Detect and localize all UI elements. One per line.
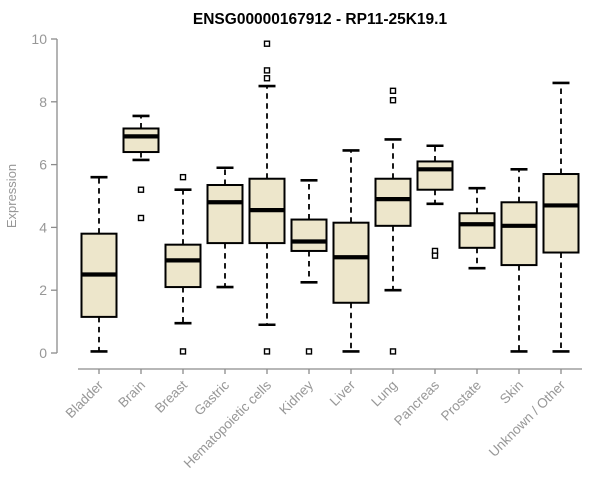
x-tick-label: Brain (115, 378, 148, 411)
iqr-box (500, 201, 538, 267)
iqr-box (374, 177, 412, 227)
outlier-point (431, 252, 439, 259)
x-tick-label: Unknown / Other (486, 377, 569, 460)
x-tick-label: Breast (152, 377, 190, 415)
iqr-box (542, 173, 580, 254)
box-group-bladder (80, 175, 118, 353)
outlier-point (389, 87, 397, 95)
x-tick-label: Kidney (276, 377, 316, 417)
x-tick-label: Liver (327, 377, 359, 409)
outlier-point (179, 348, 187, 355)
outlier-point (179, 173, 187, 181)
outlier-point (389, 348, 397, 355)
x-tick-label: Lung (368, 378, 400, 410)
box-group-brain (122, 114, 160, 222)
box-group-skin (500, 168, 538, 353)
y-axis-title: Expression (4, 164, 19, 228)
iqr-box (290, 218, 328, 252)
x-tick-label: Gastric (191, 377, 232, 418)
box-group-pancreas (416, 144, 454, 259)
outlier-point (305, 348, 313, 355)
iqr-box (332, 221, 370, 304)
y-tick-label: 4 (39, 219, 47, 235)
box-group-gastric (206, 166, 244, 289)
box-group-kidney (290, 179, 328, 355)
box-group-hematopoietic-cells (248, 40, 286, 355)
outlier-point (389, 97, 397, 104)
x-tick-label: Prostate (438, 378, 484, 424)
box-group-unknown-other (542, 81, 580, 353)
y-tick-label: 0 (39, 345, 47, 361)
x-tick-label: Bladder (63, 377, 107, 421)
box-group-lung (374, 87, 412, 355)
iqr-box (206, 184, 244, 245)
y-tick-label: 10 (31, 31, 47, 47)
y-tick-label: 2 (39, 282, 47, 298)
y-tick-label: 6 (39, 157, 47, 173)
outlier-point (137, 186, 145, 193)
outlier-point (263, 67, 271, 74)
iqr-box (416, 160, 454, 191)
box-group-liver (332, 149, 370, 353)
box-group-prostate (458, 186, 496, 270)
outlier-point (263, 75, 271, 82)
outlier-point (263, 348, 271, 355)
x-tick-label: Skin (497, 378, 526, 407)
plot-area (80, 40, 580, 355)
iqr-box (164, 243, 202, 289)
outlier-point (263, 40, 271, 47)
iqr-box (122, 127, 160, 154)
iqr-box (458, 212, 496, 249)
x-tick-label: Pancreas (391, 377, 442, 428)
outlier-point (137, 214, 145, 222)
y-tick-label: 8 (39, 94, 47, 110)
box-group-breast (164, 173, 202, 355)
chart-title: ENSG00000167912 - RP11-25K19.1 (193, 11, 448, 28)
